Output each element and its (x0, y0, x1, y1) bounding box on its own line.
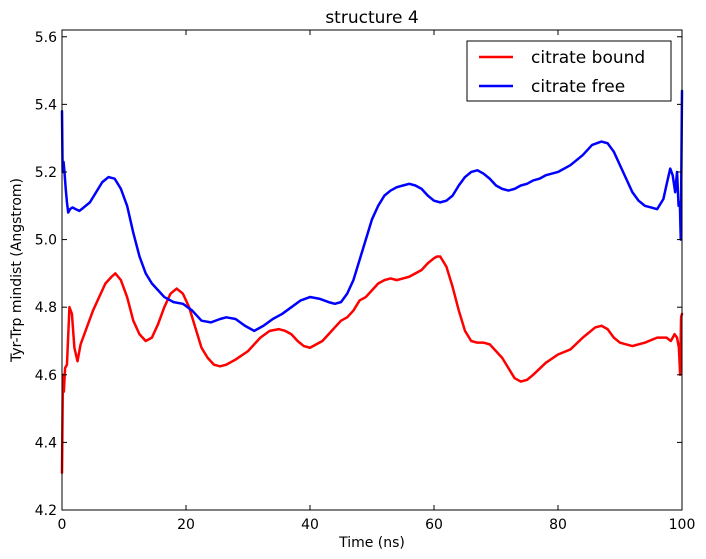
plot-border (61, 29, 683, 511)
x-tick-label: 60 (425, 517, 443, 533)
legend-label-citrate-bound: citrate bound (531, 48, 645, 68)
plot-frame (62, 30, 682, 510)
x-tick-label: 40 (301, 517, 319, 533)
legend-box (466, 40, 672, 102)
y-tick-label: 4.2 (35, 503, 57, 519)
y-tick-label: 5.2 (35, 165, 57, 181)
x-axis-ticks: 0 20 40 60 80 100 (58, 30, 696, 533)
y-tick-label: 5.4 (35, 97, 57, 113)
x-tick-label: 80 (549, 517, 567, 533)
series-line-citrate-bound (60, 255, 684, 475)
y-tick-label: 4.6 (35, 368, 57, 384)
y-axis-label: Tyr-Trp mindist (Angstrom) (9, 178, 25, 363)
y-tick-label: 5.6 (35, 30, 57, 46)
chart-title: structure 4 (325, 8, 418, 28)
y-tick-label: 4.8 (35, 300, 57, 316)
y-tick-label: 4.4 (35, 435, 57, 451)
x-axis-label: Time (ns) (338, 535, 405, 551)
y-axis-ticks: 4.2 4.4 4.6 4.8 5.0 5.2 5.4 5.6 (35, 30, 682, 519)
x-tick-label: 0 (58, 517, 67, 533)
x-tick-label: 100 (669, 517, 696, 533)
series-layer (60, 89, 684, 475)
series-line-citrate-free (60, 89, 684, 333)
legend: citrate bound citrate free (466, 40, 672, 102)
x-tick-label: 20 (177, 517, 195, 533)
y-tick-label: 5.0 (35, 233, 57, 249)
plot-area: 0 20 40 60 80 100 4.2 4.4 4.6 4.8 5.0 5.2 5.4 5.6 (35, 29, 696, 533)
legend-label-citrate-free: citrate free (531, 77, 625, 97)
